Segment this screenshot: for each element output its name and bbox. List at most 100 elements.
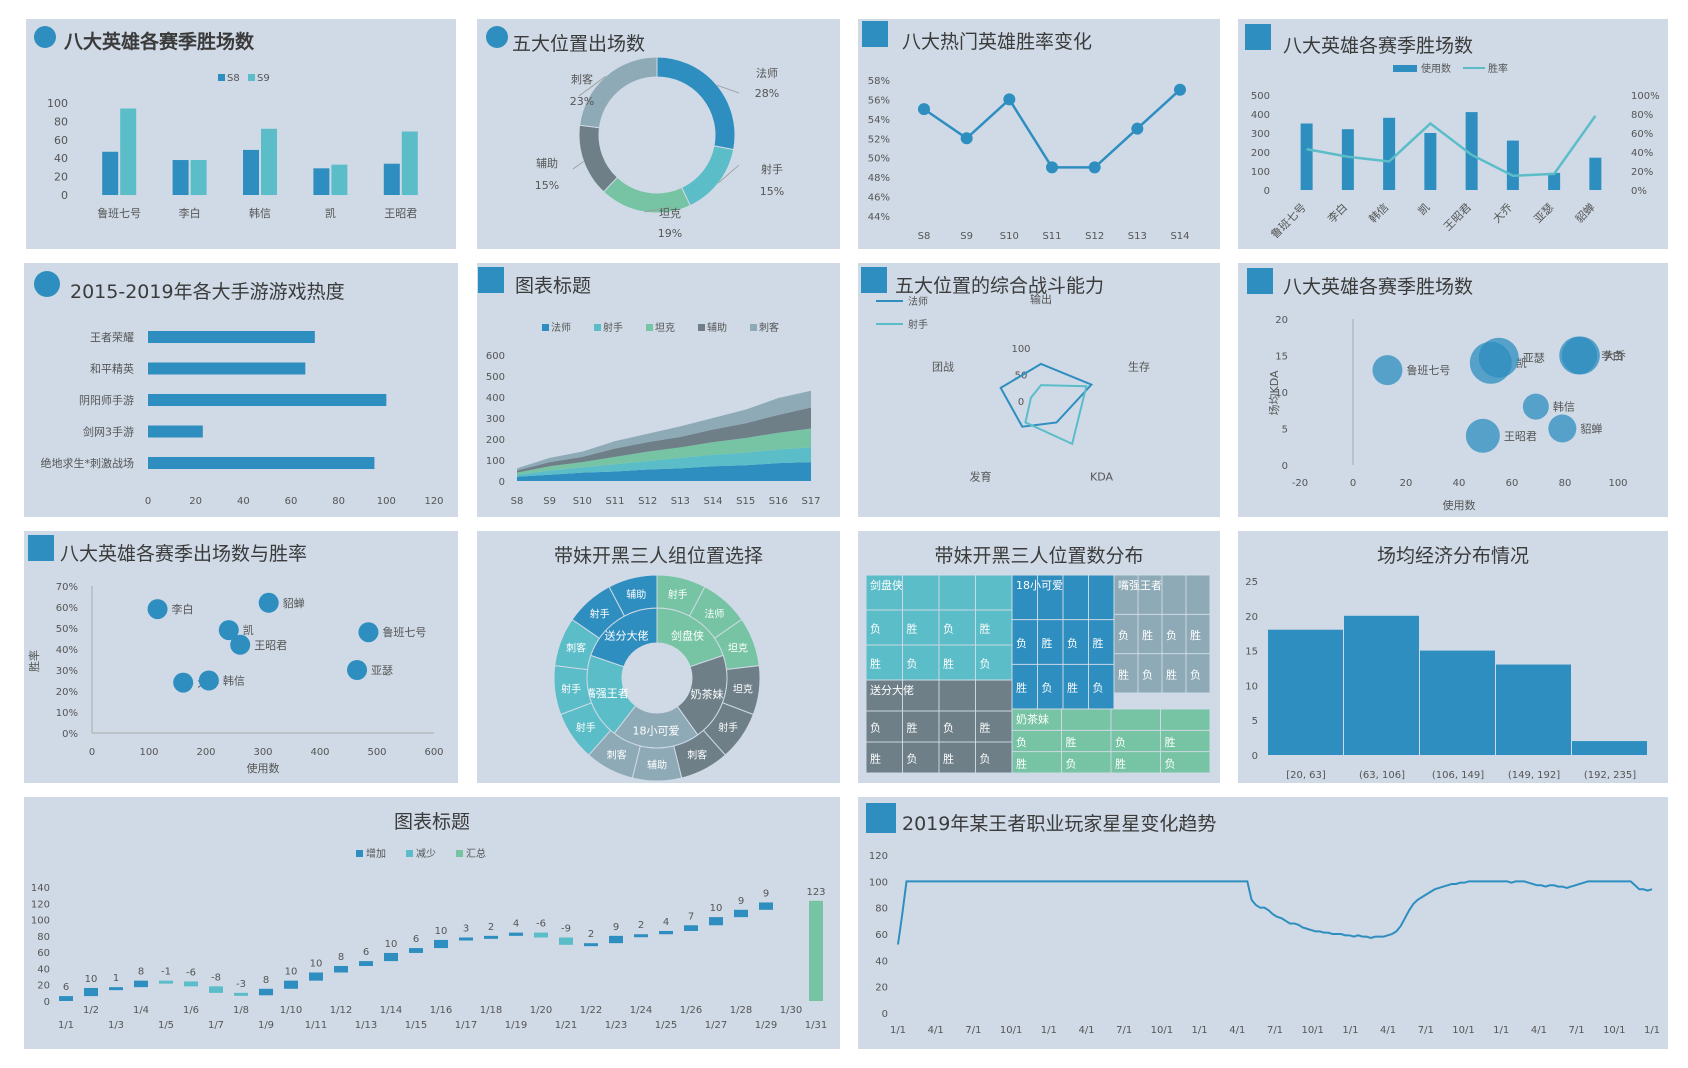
panel-title: 八大英雄各赛季出场数与胜率 [60, 543, 308, 565]
donut-slice [681, 145, 735, 207]
treemap-cell-label: 胜 [907, 622, 918, 636]
category-label: S9 [543, 496, 556, 507]
legend-swatch [1393, 65, 1417, 72]
point [173, 672, 194, 693]
chart-kda-bubble: 0 5 10 15 20 -20 0 20 40 60 80 100 使用数 场均KDA 鲁班七号 凯亚瑟 李白… [1267, 315, 1628, 512]
date-label: 1/1 [1644, 1025, 1660, 1036]
bar [1268, 629, 1343, 755]
scale-label: 0 [1018, 397, 1024, 408]
date-label: 1/15 [405, 1020, 427, 1031]
legend-label: 减少 [416, 848, 436, 860]
leader-line [578, 76, 606, 97]
date-label: 1/9 [258, 1020, 274, 1031]
data-point [960, 132, 973, 145]
data-label: 10 [310, 959, 323, 970]
category-label: 绝地求生*刺激战场 [41, 456, 135, 470]
title-square-icon [1247, 268, 1273, 294]
data-point [1174, 83, 1186, 96]
category-label: 韩信 [249, 206, 271, 220]
data-point [1003, 93, 1016, 106]
data-label: 10 [285, 967, 298, 978]
tick-label: 60 [37, 948, 50, 959]
category-label: S14 [703, 496, 722, 507]
data-label: -8 [211, 972, 221, 983]
data-label: -9 [561, 923, 571, 934]
category-label: 亚瑟 [1531, 201, 1556, 226]
treemap-cell-label: 胜 [1118, 667, 1129, 681]
waterfall-bar [184, 981, 198, 987]
data-label: 10 [385, 939, 398, 950]
sunburst-inner-label: 送分大佬 [604, 628, 648, 642]
donut-slice [578, 124, 619, 193]
panel-sunburst: 带妹开黑三人组位置选择 剑盘侠 奶茶妹 18小可爱 嘴强王者 送分大佬 射手 法师 坦克 坦克射… [477, 531, 840, 783]
tick-label: 20 [54, 171, 68, 184]
panel-position-donut: 五大位置出场数 法师 28% 射手 15% 坦克 19% 辅助 15% 刺客 23% [477, 19, 840, 249]
tick-label: 100% [1631, 91, 1660, 102]
tick-label: 600 [424, 747, 443, 758]
category-label: S15 [736, 496, 755, 507]
waterfall-bar [634, 934, 648, 938]
panel-title: 五大位置出场数 [512, 33, 646, 55]
legend-label: 汇总 [466, 847, 486, 860]
panel-kda-bubble: 八大英雄各赛季胜场数 0 5 10 15 20 -20 0 20 40 60 80 100 使用数 场均K… [1238, 263, 1668, 517]
data-label: -1 [161, 967, 171, 978]
date-label: 1/25 [655, 1020, 677, 1031]
y-axis-title: 胜率 [27, 650, 41, 672]
slice-name: 刺客 [571, 72, 593, 86]
tick-label: 40% [1631, 148, 1653, 159]
tick-label: 56% [868, 95, 890, 106]
treemap-group-label: 剑盘侠 [870, 578, 903, 592]
tick-label: 10 [1245, 681, 1258, 692]
x-axis-title: 使用数 [1443, 499, 1476, 512]
treemap-cell-label: 负 [1093, 681, 1104, 695]
scale-label: 100 [1011, 344, 1030, 355]
tick-label: 300 [486, 414, 505, 425]
sunburst-outer-label: 辅助 [626, 588, 646, 601]
date-label: 1/14 [380, 1005, 402, 1016]
waterfall-bar [134, 980, 148, 988]
treemap-cell-label: 负 [1067, 636, 1078, 650]
date-label: 1/13 [355, 1020, 377, 1031]
tick-label: 60% [56, 603, 78, 614]
date-label: 4/1 [928, 1025, 944, 1036]
category-label: S11 [605, 496, 624, 507]
data-label: 8 [263, 975, 269, 986]
data-label: 10 [435, 926, 448, 937]
chart-position-donut: 法师 28% 射手 15% 坦克 19% 辅助 15% 刺客 23% [535, 56, 784, 240]
sunburst-outer-label: 射手 [718, 721, 738, 734]
panel-radar: 五大位置的综合战斗能力 输出 生存 KDA 发育 团战 100 50 0 法师 射手 [858, 263, 1220, 517]
title-circle-icon [34, 271, 60, 297]
tick-label: 500 [367, 747, 386, 758]
tick-label: 20 [37, 981, 50, 992]
treemap-cell-label: 负 [1066, 756, 1077, 770]
treemap-cell-label: 负 [870, 622, 881, 636]
bar [1589, 157, 1602, 190]
radar-series [999, 362, 1094, 428]
data-label: 10 [710, 903, 723, 914]
point-label: 李白 [172, 602, 194, 616]
bar [148, 394, 387, 406]
date-label: 1/29 [755, 1020, 777, 1031]
bar [148, 425, 203, 438]
data-label: 2 [488, 922, 494, 933]
area-layer [517, 390, 811, 471]
panel-mobile-games-hbar: 2015-2019年各大手游游戏热度 王者荣耀 和平精英 阴阳师手游 剑网3手游 绝地求… [24, 263, 458, 517]
tick-label: 100 [869, 877, 888, 888]
tick-label: 120 [869, 851, 888, 862]
sunburst-outer-label: 射手 [590, 607, 610, 620]
treemap-cell-label: 胜 [1067, 681, 1078, 695]
data-label: 9 [763, 888, 769, 899]
tick-label: 120 [424, 496, 443, 507]
data-label: 9 [738, 896, 744, 907]
legend-label: 使用数 [1421, 62, 1451, 75]
panel-title: 八大英雄各赛季胜场数 [1283, 35, 1474, 57]
slice-percent: 28% [755, 87, 779, 100]
tick-label: 120 [31, 899, 50, 910]
tick-label: 20% [56, 687, 78, 698]
point-label: 韩信 [223, 674, 245, 688]
winrate-line [1306, 115, 1597, 178]
bar [172, 160, 189, 195]
bubble [1548, 414, 1577, 443]
data-label: 123 [806, 887, 825, 898]
date-label: 10/1 [1452, 1025, 1474, 1036]
